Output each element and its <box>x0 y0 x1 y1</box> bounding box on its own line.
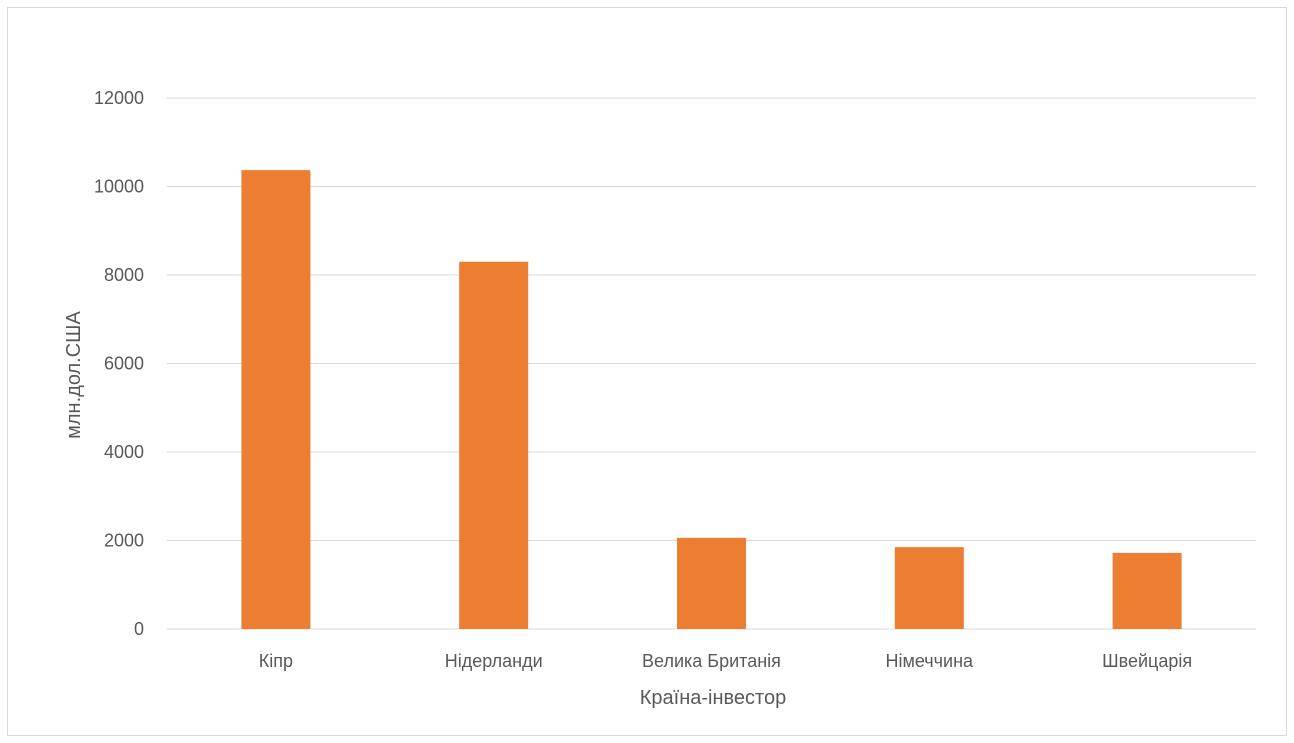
x-tick-label: Кіпр <box>259 651 293 671</box>
x-axis-ticks: Кіпр Нідерланди Велика Британія Німеччина Шв… <box>259 651 1192 671</box>
bar-chart: 0 2000 4000 6000 8000 10000 12000 Кіпр Нідерлан… <box>63 88 1256 709</box>
y-axis-title: млн.дол.США <box>63 310 85 438</box>
x-tick-label: Німеччина <box>886 651 975 671</box>
y-tick-label: 12000 <box>94 88 144 108</box>
chart-area: 0 2000 4000 6000 8000 10000 12000 Кіпр Нідерлан… <box>7 7 1287 736</box>
y-tick-label: 2000 <box>104 531 144 551</box>
y-axis-ticks: 0 2000 4000 6000 8000 10000 12000 <box>94 88 144 639</box>
bar <box>894 547 964 629</box>
y-tick-label: 10000 <box>94 177 144 197</box>
y-tick-label: 0 <box>134 619 144 639</box>
bars <box>241 170 1182 629</box>
x-axis-title: Країна-інвестор <box>640 687 786 709</box>
bar <box>1112 552 1182 629</box>
gridlines <box>167 97 1256 630</box>
y-tick-label: 8000 <box>104 265 144 285</box>
x-tick-label: Нідерланди <box>445 651 543 671</box>
bar <box>677 537 746 629</box>
bar <box>241 170 311 629</box>
bar <box>459 261 529 629</box>
y-tick-label: 4000 <box>104 442 144 462</box>
x-tick-label: Швейцарія <box>1102 651 1192 671</box>
y-tick-label: 6000 <box>104 354 144 374</box>
x-tick-label: Велика Британія <box>642 651 781 671</box>
